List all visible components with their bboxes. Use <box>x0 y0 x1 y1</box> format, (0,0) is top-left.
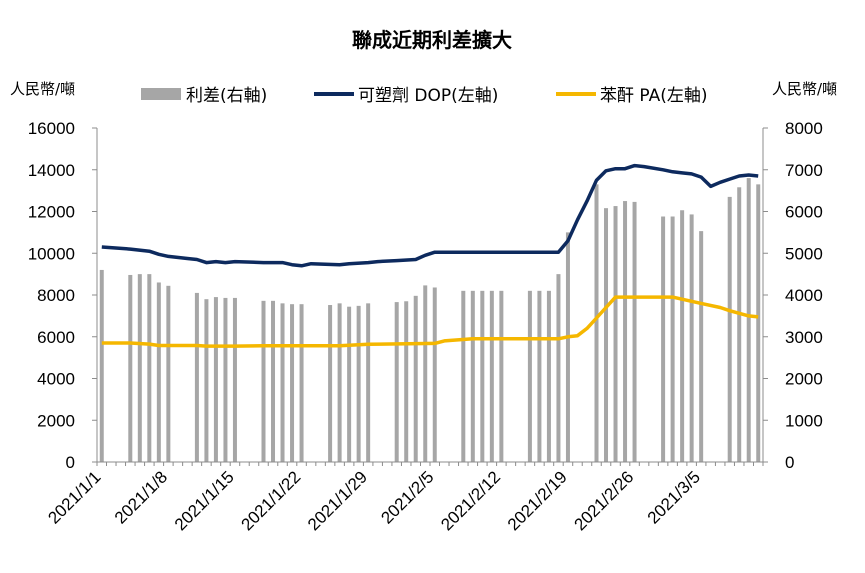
spread-bar <box>746 178 751 462</box>
left-tick-label: 10000 <box>28 244 75 263</box>
left-tick-label: 4000 <box>37 370 75 389</box>
x-tick-label: 2021/1/15 <box>171 467 238 534</box>
spread-bar <box>299 304 304 462</box>
spread-bar <box>670 216 675 462</box>
spread-bars <box>99 178 761 463</box>
x-tick-label: 2021/2/26 <box>570 467 637 534</box>
left-tick-label: 16000 <box>28 119 75 138</box>
spread-bar <box>261 300 266 462</box>
spread-bar <box>432 287 437 462</box>
spread-bar <box>328 305 333 462</box>
x-tick-label: 2021/1/29 <box>304 467 371 534</box>
spread-bar <box>699 231 704 462</box>
spread-bar <box>404 301 409 462</box>
legend-label-dop: 可塑劑 DOP(左軸) <box>358 86 498 106</box>
legend: 利差(右軸) 可塑劑 DOP(左軸) 苯酐 PA(左軸) <box>141 86 707 106</box>
spread-bar <box>271 300 276 462</box>
spread-bar <box>604 208 609 462</box>
legend-swatch-spread <box>141 88 181 100</box>
right-tick-label: 0 <box>785 453 794 472</box>
spread-bar <box>366 303 371 462</box>
spread-bar <box>394 302 399 462</box>
spread-bar <box>156 282 161 462</box>
pa-series-line <box>101 295 759 348</box>
spread-bar <box>594 184 599 463</box>
spread-bar <box>413 295 418 462</box>
right-tick-label: 8000 <box>785 119 823 138</box>
spread-bar <box>147 274 152 462</box>
left-tick-label: 8000 <box>37 286 75 305</box>
spread-bar <box>194 292 199 462</box>
right-tick-label: 2000 <box>785 370 823 389</box>
spread-bar <box>280 303 285 462</box>
x-tick-label: 2021/1/22 <box>237 467 304 534</box>
spread-bar <box>756 184 761 463</box>
spread-bar <box>423 285 428 462</box>
spread-bar <box>537 290 542 462</box>
left-tick-label: 0 <box>66 453 75 472</box>
chart-title: 聯成近期利差擴大 <box>352 28 512 52</box>
left-tick-label: 14000 <box>28 161 75 180</box>
spread-bar <box>499 290 504 462</box>
spread-bar <box>565 232 570 462</box>
spread-bar <box>137 274 142 462</box>
left-tick-label: 12000 <box>28 203 75 222</box>
x-tick-label: 2021/2/12 <box>437 467 504 534</box>
x-tick-label: 2021/2/5 <box>377 467 437 527</box>
x-tick-label: 2021/3/5 <box>644 467 704 527</box>
left-axis-unit: 人民幣/噸 <box>10 80 75 98</box>
spread-bar <box>461 290 466 462</box>
right-tick-label: 7000 <box>785 161 823 180</box>
dop-series-line <box>101 163 759 268</box>
spread-bar <box>613 206 618 462</box>
spread-bar <box>347 306 352 462</box>
legend-label-pa: 苯酐 PA(左軸) <box>600 86 707 106</box>
spread-bar <box>204 299 209 462</box>
spread-bar <box>556 274 561 462</box>
right-tick-label: 6000 <box>785 203 823 222</box>
spread-bar <box>213 297 218 462</box>
spread-bar <box>661 216 666 462</box>
spread-bar <box>489 290 494 462</box>
spread-bar <box>480 290 485 462</box>
spread-bar <box>623 201 628 462</box>
spread-bar <box>470 290 475 462</box>
left-tick-label: 6000 <box>37 328 75 347</box>
spread-bar <box>337 303 342 462</box>
spread-bar <box>223 297 228 462</box>
spread-bar <box>527 290 532 462</box>
x-tick-label: 2021/2/19 <box>504 467 571 534</box>
left-tick-label: 2000 <box>37 411 75 430</box>
spread-bar <box>166 285 171 462</box>
spread-bar <box>689 214 694 462</box>
spread-bar <box>290 304 295 462</box>
spread-bar <box>680 210 685 462</box>
x-tick-label: 2021/1/8 <box>111 467 171 527</box>
x-tick-label: 2021/1/1 <box>44 467 104 527</box>
price-lines <box>101 163 759 348</box>
right-tick-label: 4000 <box>785 286 823 305</box>
spread-bar <box>737 187 742 462</box>
legend-label-spread: 利差(右軸) <box>186 86 267 106</box>
right-tick-label: 3000 <box>785 328 823 347</box>
spread-bar <box>356 305 361 462</box>
spread-bar <box>128 274 133 462</box>
right-axis-unit: 人民幣/噸 <box>772 80 837 98</box>
right-tick-label: 1000 <box>785 411 823 430</box>
spread-bar <box>727 196 732 462</box>
spread-bar <box>546 290 551 462</box>
right-tick-label: 5000 <box>785 244 823 263</box>
spread-bar <box>99 269 104 462</box>
spread-bar <box>232 297 237 462</box>
spread-bar <box>632 201 637 462</box>
